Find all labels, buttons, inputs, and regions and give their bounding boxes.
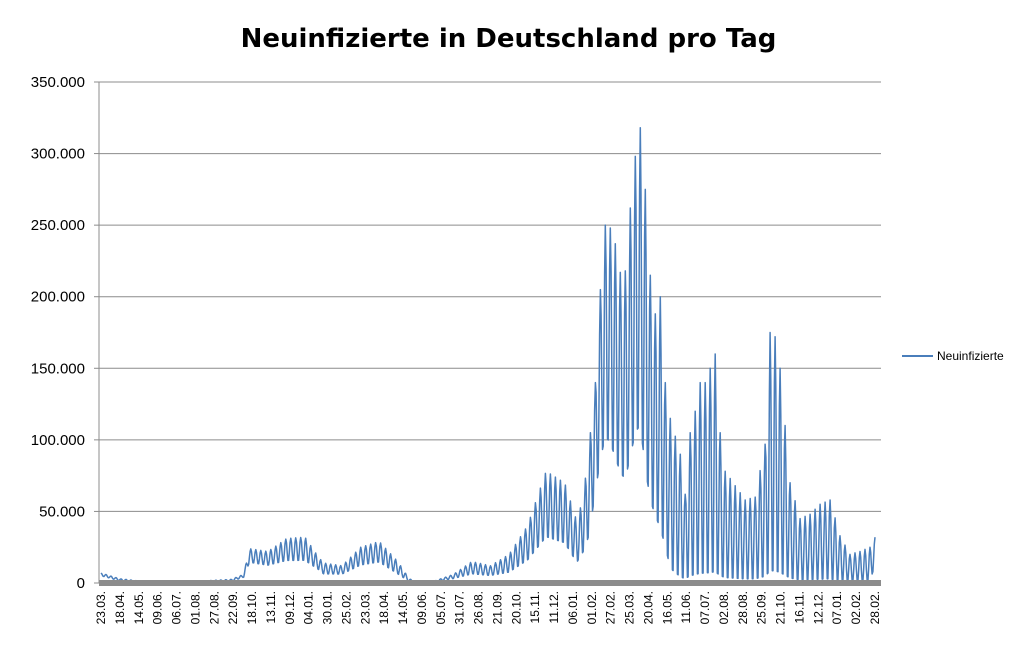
y-axis: 0 50.000 100.000 150.000 200.000 250.000 300.0… bbox=[31, 74, 100, 592]
x-tick-label: 05.07. bbox=[434, 591, 448, 624]
x-tick-label: 20.04. bbox=[641, 591, 655, 624]
y-tick-label: 0 bbox=[77, 575, 85, 592]
x-tick-label: 18.10. bbox=[245, 591, 259, 624]
x-tick-label: 12.12. bbox=[811, 591, 825, 624]
x-tick-label: 30.01. bbox=[321, 591, 335, 624]
x-tick-label: 25.03. bbox=[623, 591, 637, 624]
gridlines bbox=[99, 81, 881, 512]
x-tick-label: 15.11. bbox=[528, 591, 542, 623]
x-tick-label: 07.07. bbox=[698, 591, 712, 624]
x-tick-label: 06.07. bbox=[170, 591, 184, 624]
y-tick-label: 150.000 bbox=[31, 360, 85, 377]
x-tick-label: 23.03. bbox=[94, 591, 108, 624]
y-tick-label: 350.000 bbox=[31, 74, 85, 91]
legend: Neuinfizierte bbox=[902, 349, 1004, 363]
x-tick-label: 13.11. bbox=[264, 591, 278, 623]
x-tick-label: 14.05. bbox=[132, 591, 146, 624]
x-tick-label: 27.02. bbox=[604, 591, 618, 624]
x-tick-label: 07.01. bbox=[830, 591, 844, 624]
x-tick-label: 09.06. bbox=[415, 591, 429, 624]
x-tick-label: 02.02. bbox=[849, 591, 863, 624]
x-tick-label: 09.06. bbox=[151, 591, 165, 624]
y-tick-label: 250.000 bbox=[31, 217, 85, 234]
y-tick-label: 300.000 bbox=[31, 146, 85, 163]
x-tick-label: 18.04. bbox=[113, 591, 127, 624]
x-tick-label: 01.02. bbox=[585, 591, 599, 624]
x-tick-label: 04.01. bbox=[302, 591, 316, 624]
x-tick-label: 23.03. bbox=[358, 591, 372, 624]
x-tick-label: 25.02. bbox=[339, 591, 353, 624]
x-tick-label: 06.01. bbox=[566, 591, 580, 624]
x-tick-label: 18.04. bbox=[377, 591, 391, 624]
x-tick-label: 21.10. bbox=[774, 591, 788, 624]
x-tick-label: 27.08. bbox=[207, 591, 221, 624]
x-tick-label: 14.05. bbox=[396, 591, 410, 624]
y-tick-label: 100.000 bbox=[31, 432, 85, 449]
legend-label-neuinfizierte: Neuinfizierte bbox=[937, 349, 1004, 363]
x-tick-label: 11.06. bbox=[679, 591, 693, 623]
series-line-neuinfizierte bbox=[100, 127, 876, 584]
x-tick-label: 20.10. bbox=[509, 591, 523, 624]
x-axis: 23.03. 18.04. 14.05. 09.06. 06.07. 01.08. 27.0… bbox=[94, 591, 882, 624]
x-tick-label: 16.11. bbox=[792, 591, 806, 623]
chart-title: Neuinfizierte in Deutschland pro Tag bbox=[240, 24, 777, 54]
x-tick-label: 28.08. bbox=[736, 591, 750, 624]
x-tick-label: 26.08. bbox=[472, 591, 486, 624]
x-tick-label: 16.05. bbox=[660, 591, 674, 624]
x-tick-label: 21.09. bbox=[490, 591, 504, 624]
x-tick-label: 02.08. bbox=[717, 591, 731, 624]
x-tick-label: 25.09. bbox=[755, 591, 769, 624]
x-tick-label: 31.07. bbox=[453, 591, 467, 624]
y-tick-label: 50.000 bbox=[39, 503, 85, 520]
x-tick-label: 11.12. bbox=[547, 591, 561, 623]
x-tick-label: 28.02. bbox=[868, 591, 882, 624]
x-tick-label: 22.09. bbox=[226, 591, 240, 624]
x-axis-line bbox=[99, 580, 881, 586]
y-tick-label: 200.000 bbox=[31, 289, 85, 306]
x-tick-label: 01.08. bbox=[188, 591, 202, 624]
x-tick-label: 09.12. bbox=[283, 591, 297, 624]
